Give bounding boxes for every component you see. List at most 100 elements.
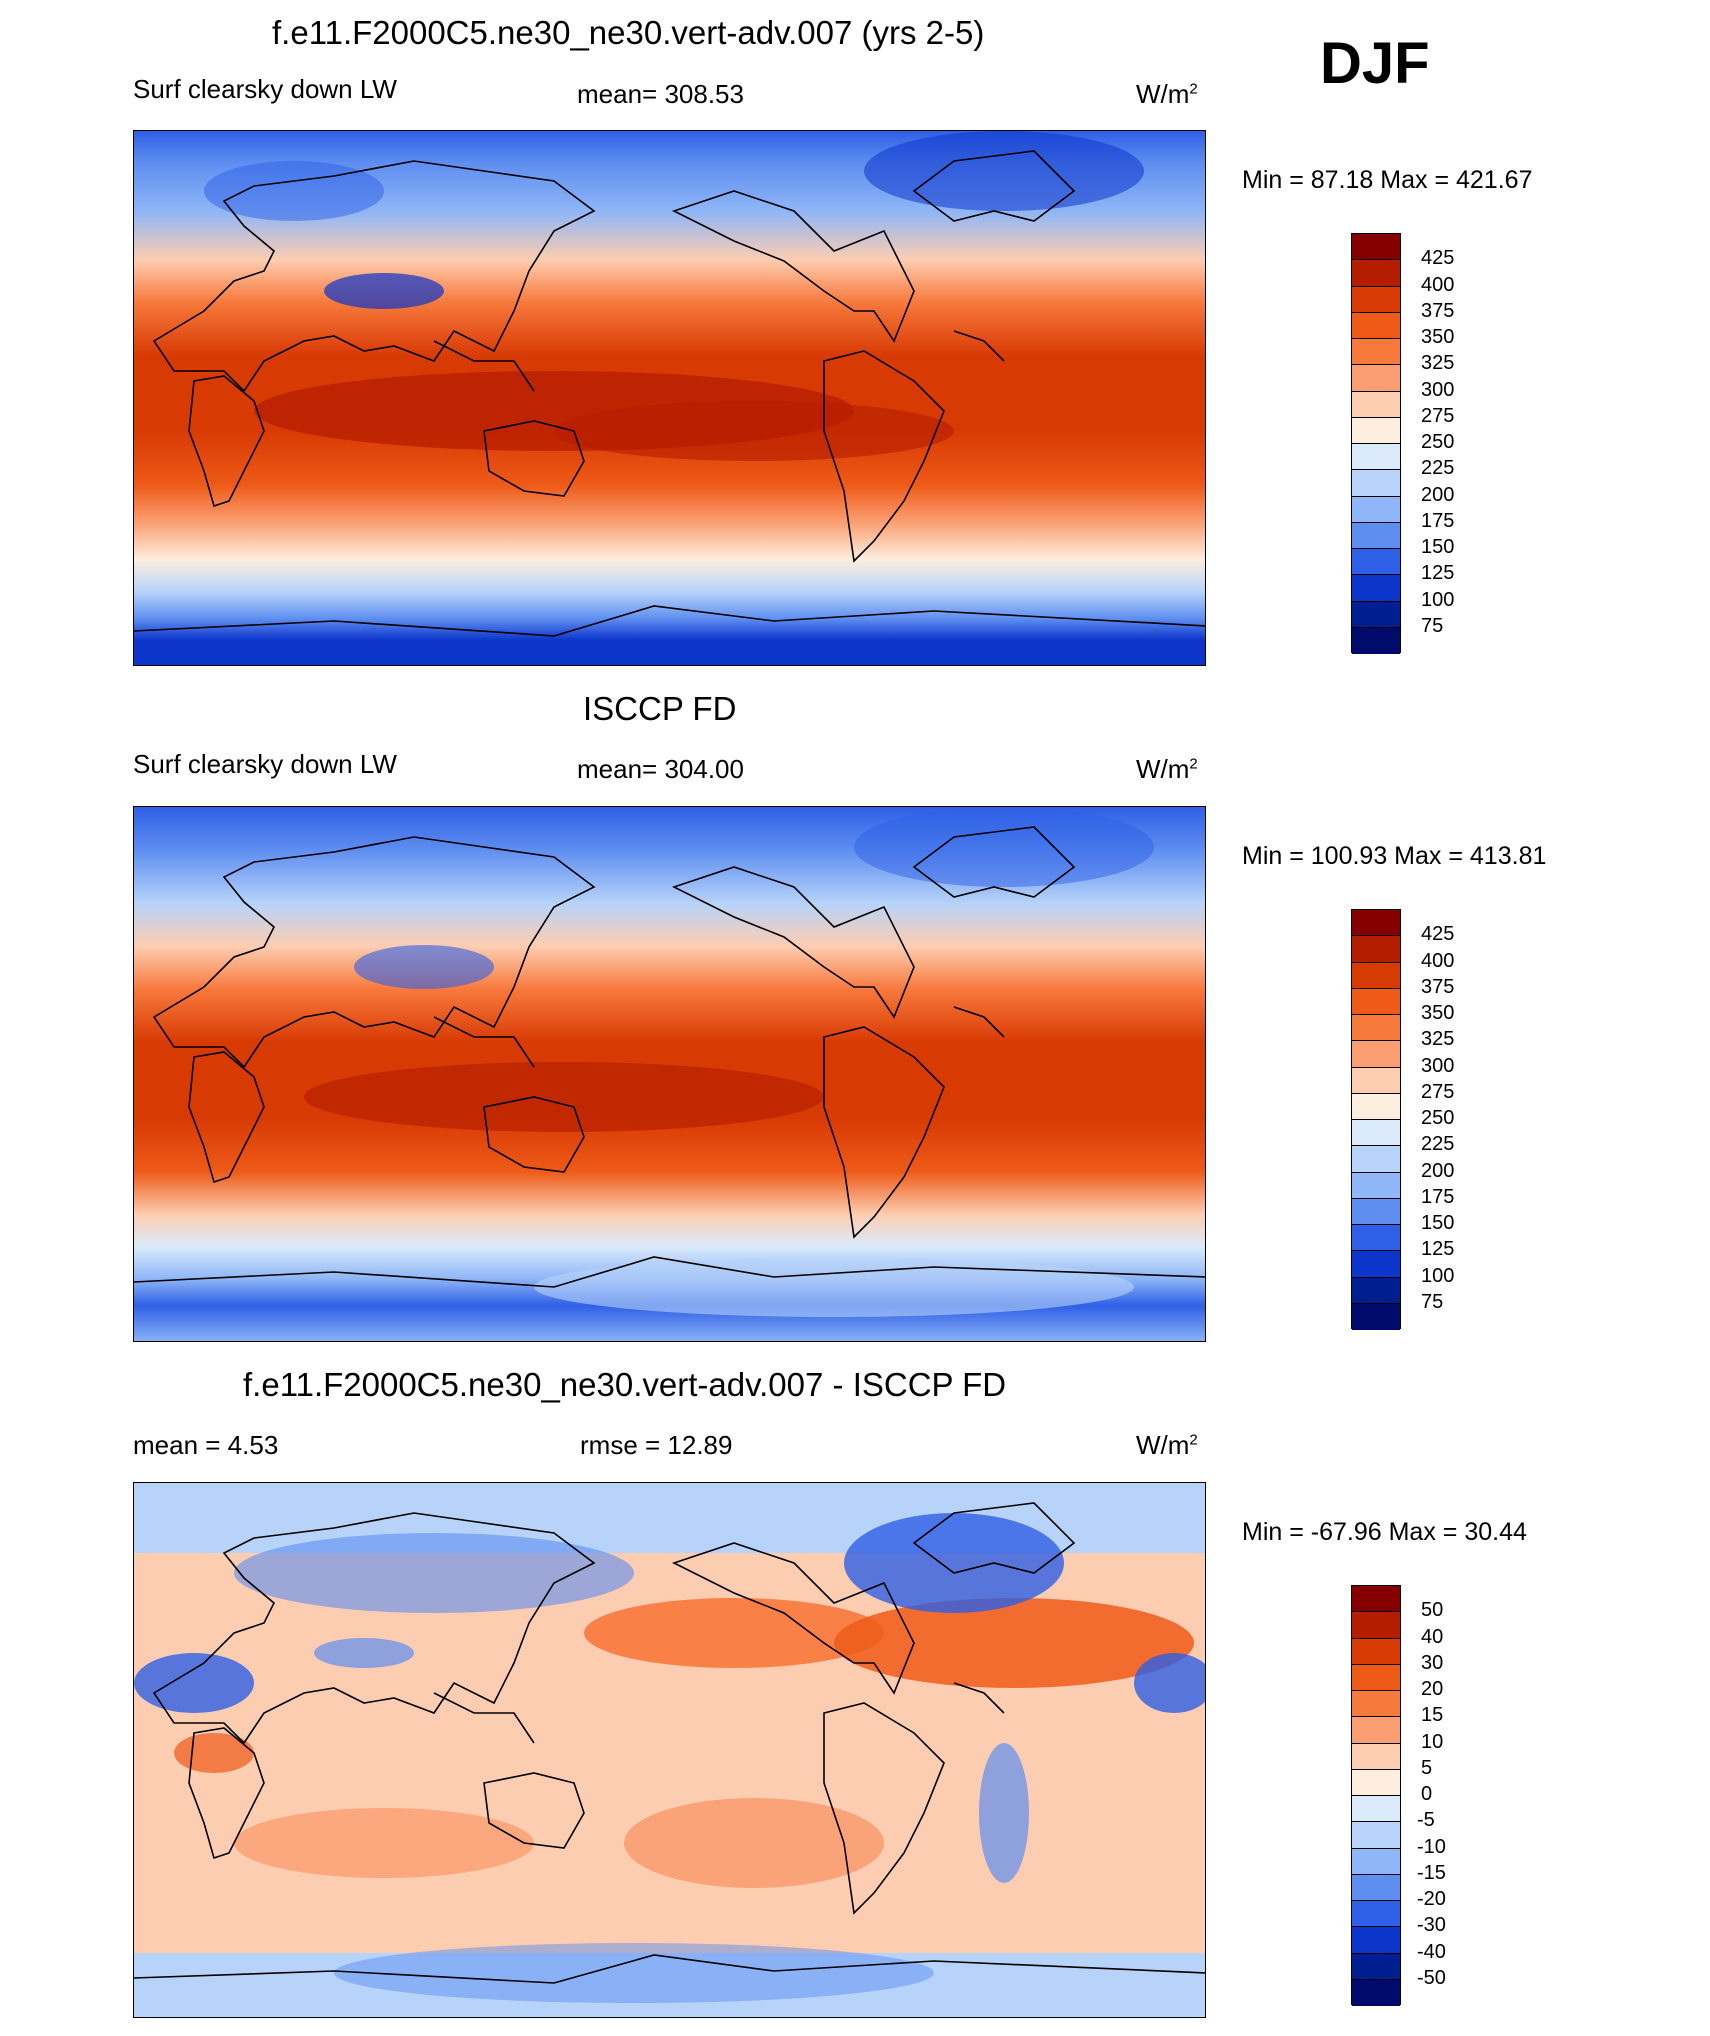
colorbar-segment	[1352, 522, 1400, 549]
colorbar-segment	[1352, 910, 1400, 937]
colorbar-tick-label: 75	[1421, 1290, 1444, 1313]
colorbar-segment	[1352, 601, 1400, 628]
colorbar-segment	[1352, 1927, 1400, 1954]
colorbar-segment	[1352, 1979, 1400, 2006]
colorbar-tick-label: 75	[1421, 614, 1444, 637]
colorbar-tick-label: 325	[1421, 352, 1455, 375]
colorbar-tick-label: 250	[1421, 431, 1455, 453]
colorbar-tick-label: 300	[1421, 378, 1455, 401]
panel-2-colorbar	[1351, 909, 1401, 1330]
panel-3-mean: mean = 4.53	[133, 1430, 279, 1460]
colorbar-segment	[1352, 1120, 1400, 1147]
colorbar-tick-label: -50	[1417, 1966, 1446, 1989]
colorbar-tick-label: 125	[1421, 562, 1455, 585]
colorbar-segment	[1352, 1041, 1400, 1068]
colorbar-tick-label: 375	[1421, 975, 1455, 998]
colorbar-tick-label: 30	[1421, 1651, 1444, 1674]
colorbar-segment	[1352, 470, 1400, 497]
colorbar-segment	[1352, 1953, 1400, 1980]
colorbar-segment	[1352, 1691, 1400, 1718]
colorbar-tick-label: 0	[1421, 1783, 1433, 1805]
panel-2-variable-label: Surf clearsky down LW	[133, 749, 397, 779]
colorbar-tick-label: 325	[1421, 1028, 1455, 1051]
colorbar-segment	[1352, 1225, 1400, 1252]
panel-1-variable-label: Surf clearsky down LW	[133, 74, 397, 104]
colorbar-segment	[1352, 1277, 1400, 1304]
panel-2-unit: W/m2	[1136, 754, 1198, 784]
colorbar-tick-label: 5	[1421, 1756, 1433, 1779]
colorbar-tick-label: 375	[1421, 299, 1455, 322]
colorbar-tick-label: 250	[1421, 1107, 1455, 1129]
colorbar-segment	[1352, 391, 1400, 418]
colorbar-segment	[1352, 1612, 1400, 1639]
colorbar-tick-label: 100	[1421, 1264, 1455, 1287]
panel-1-minmax: Min = 87.18 Max = 421.67	[1242, 166, 1533, 194]
colorbar-segment	[1352, 1743, 1400, 1770]
colorbar-segment	[1352, 575, 1400, 602]
colorbar-segment	[1352, 444, 1400, 471]
colorbar-tick-label: -40	[1417, 1940, 1446, 1963]
colorbar-tick-label: 200	[1421, 483, 1455, 506]
colorbar-segment	[1352, 1303, 1400, 1330]
colorbar-tick-label: 300	[1421, 1054, 1455, 1077]
colorbar-tick-label: 275	[1421, 404, 1455, 427]
panel-1-title: f.e11.F2000C5.ne30_ne30.vert-adv.007 (yr…	[272, 14, 985, 51]
panel-3-unit: W/m2	[1136, 1430, 1198, 1460]
panel-3-title: f.e11.F2000C5.ne30_ne30.vert-adv.007 - I…	[243, 1366, 1007, 1403]
colorbar-segment	[1352, 365, 1400, 392]
colorbar-segment	[1352, 936, 1400, 963]
colorbar-tick-label: -30	[1417, 1914, 1446, 1937]
colorbar-tick-label: 40	[1421, 1625, 1444, 1648]
colorbar-tick-label: -10	[1417, 1835, 1446, 1858]
colorbar-tick-label: -20	[1417, 1888, 1446, 1910]
colorbar-segment	[1352, 1664, 1400, 1691]
colorbar-segment	[1352, 286, 1400, 313]
panel-3-rmse: rmse = 12.89	[580, 1430, 733, 1460]
colorbar-tick-label: 400	[1421, 273, 1455, 296]
colorbar-segment	[1352, 1874, 1400, 1901]
panel-1-map	[133, 130, 1206, 666]
colorbar-tick-label: 200	[1421, 1159, 1455, 1182]
colorbar-tick-label: 225	[1421, 1133, 1455, 1156]
colorbar-segment	[1352, 1251, 1400, 1278]
colorbar-segment	[1352, 962, 1400, 989]
colorbar-segment	[1352, 496, 1400, 523]
colorbar-tick-label: -5	[1417, 1809, 1435, 1832]
colorbar-tick-label: 10	[1421, 1730, 1444, 1753]
colorbar-tick-label: 350	[1421, 1002, 1455, 1024]
colorbar-tick-label: 425	[1421, 247, 1455, 270]
colorbar-segment	[1352, 1901, 1400, 1928]
panel-2-map	[133, 806, 1206, 1342]
colorbar-segment	[1352, 1848, 1400, 1875]
panel-2-minmax: Min = 100.93 Max = 413.81	[1242, 842, 1547, 870]
colorbar-segment	[1352, 1172, 1400, 1199]
colorbar-tick-label: 225	[1421, 457, 1455, 480]
colorbar-tick-label: 150	[1421, 1212, 1455, 1234]
colorbar-segment	[1352, 1717, 1400, 1744]
colorbar-tick-label: 175	[1421, 509, 1455, 532]
panel-2-title: ISCCP FD	[583, 690, 737, 727]
colorbar-tick-label: 20	[1421, 1678, 1444, 1700]
colorbar-tick-label: -15	[1417, 1861, 1446, 1884]
colorbar-segment	[1352, 234, 1400, 261]
colorbar-segment	[1352, 1093, 1400, 1120]
panel-3-map	[133, 1482, 1206, 2018]
colorbar-tick-label: 15	[1421, 1704, 1444, 1727]
panel-3-colorbar	[1351, 1585, 1401, 2006]
colorbar-tick-label: 50	[1421, 1599, 1444, 1622]
panel-1-colorbar	[1351, 233, 1401, 654]
colorbar-segment	[1352, 627, 1400, 654]
colorbar-segment	[1352, 1067, 1400, 1094]
colorbar-tick-label: 125	[1421, 1238, 1455, 1261]
colorbar-tick-label: 425	[1421, 923, 1455, 946]
colorbar-segment	[1352, 988, 1400, 1015]
colorbar-segment	[1352, 1796, 1400, 1823]
panel-1-unit: W/m2	[1136, 79, 1198, 109]
colorbar-segment	[1352, 417, 1400, 444]
colorbar-segment	[1352, 339, 1400, 366]
colorbar-segment	[1352, 312, 1400, 339]
colorbar-segment	[1352, 1586, 1400, 1613]
colorbar-segment	[1352, 1198, 1400, 1225]
colorbar-tick-label: 150	[1421, 536, 1455, 558]
colorbar-tick-label: 175	[1421, 1185, 1455, 1208]
